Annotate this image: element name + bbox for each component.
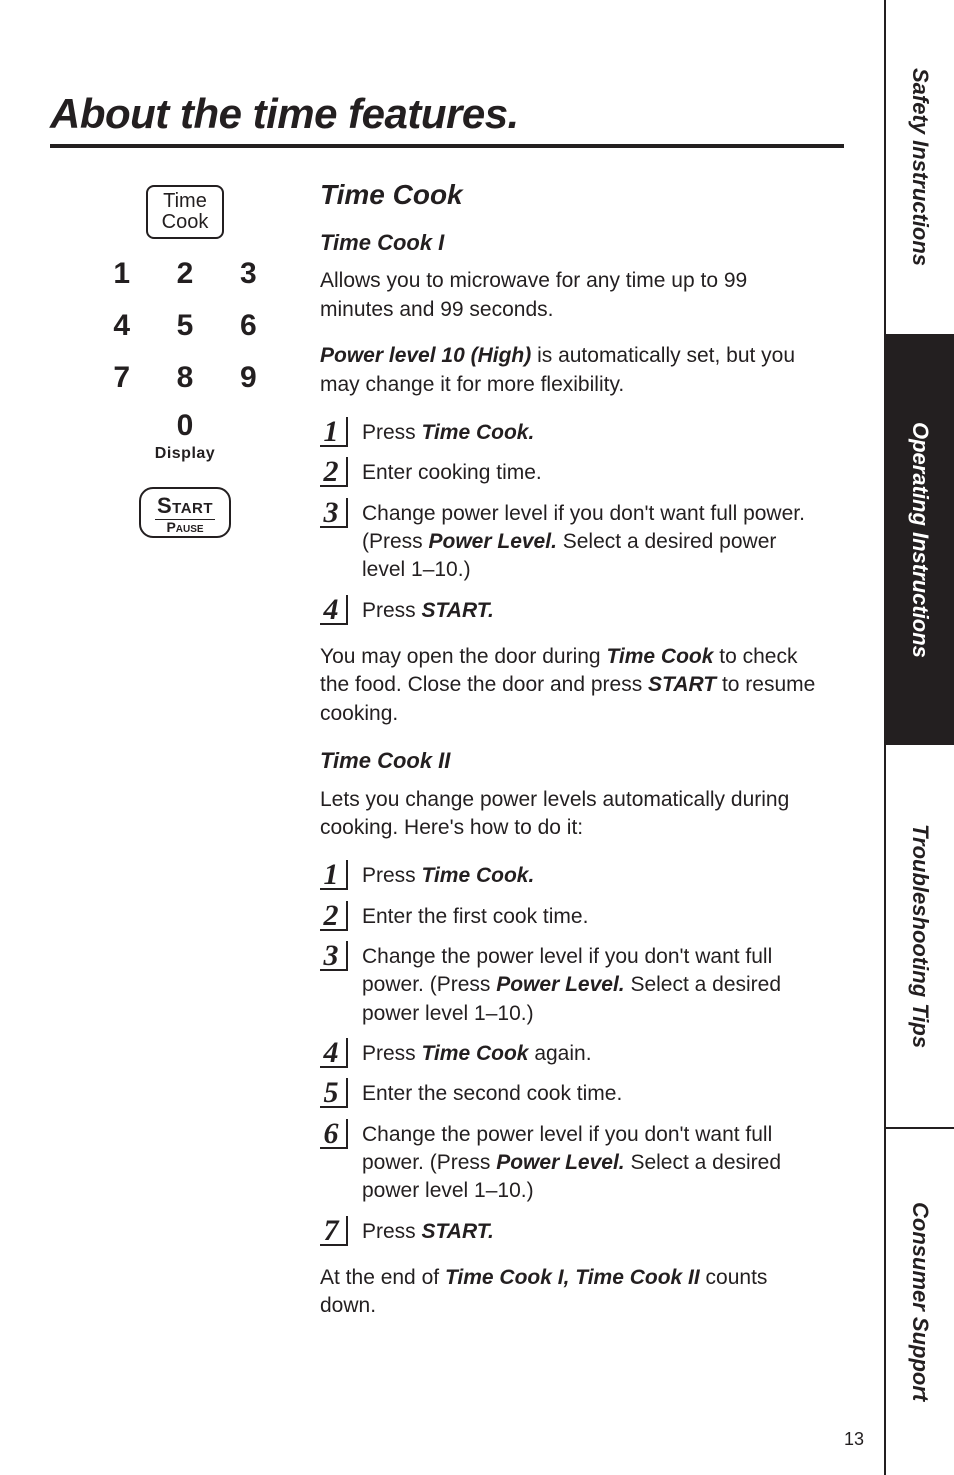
step-text: Enter the second cook time.: [362, 1078, 824, 1108]
b: START.: [422, 1220, 494, 1243]
tab-safety: Safety Instructions: [884, 0, 954, 336]
step-number: 6: [320, 1119, 348, 1149]
step-number: 7: [320, 1216, 348, 1246]
timecook-label-top: Time: [162, 191, 209, 212]
tc2-steps: 1 Press Time Cook. 2 Enter the first coo…: [320, 860, 824, 1246]
t: Press: [362, 421, 422, 444]
start-button-graphic: Start Pause: [139, 487, 231, 538]
b: START: [648, 673, 716, 696]
b: Time Cook: [422, 1042, 529, 1065]
t: again.: [528, 1042, 591, 1065]
b: Power Level.: [496, 973, 624, 996]
step-number: 4: [320, 1038, 348, 1068]
tc1-step-2: 2 Enter cooking time.: [320, 457, 824, 487]
t: Press: [362, 599, 422, 622]
key-2: 2: [168, 257, 201, 291]
step-number: 3: [320, 941, 348, 971]
keypad-illustration: Time Cook 1 2 3 4 5 6 7 8 9 0 Display St…: [105, 185, 265, 538]
t: Press: [362, 864, 422, 887]
key-3: 3: [232, 257, 265, 291]
side-tabs: Safety Instructions Operating Instructio…: [884, 0, 954, 1475]
main-content: Time Cook Time Cook I Allows you to micr…: [320, 176, 824, 1339]
pause-label: Pause: [155, 520, 215, 534]
b: Time Cook.: [422, 421, 535, 444]
step-text: Press START.: [362, 595, 824, 625]
step-number: 2: [320, 457, 348, 487]
b: START.: [422, 599, 494, 622]
step-text: Press Time Cook.: [362, 860, 824, 890]
tc2-step-7: 7 Press START.: [320, 1216, 824, 1246]
key-9: 9: [232, 361, 265, 395]
key-6: 6: [232, 309, 265, 343]
tc2-heading: Time Cook II: [320, 746, 824, 776]
page-title: About the time features.: [50, 90, 844, 142]
display-label: Display: [105, 445, 265, 463]
step-text: Enter the first cook time.: [362, 901, 824, 931]
key-4: 4: [105, 309, 138, 343]
step-text: Press Time Cook again.: [362, 1038, 824, 1068]
timecook-label-bot: Cook: [162, 212, 209, 233]
number-grid: 1 2 3 4 5 6 7 8 9: [105, 257, 265, 395]
step-text: Enter cooking time.: [362, 457, 824, 487]
step-number: 4: [320, 595, 348, 625]
page-number: 13: [844, 1429, 864, 1450]
t: At the end of: [320, 1266, 445, 1289]
step-text: Press Time Cook.: [362, 417, 824, 447]
t: Press: [362, 1220, 422, 1243]
tc1-step-1: 1 Press Time Cook.: [320, 417, 824, 447]
tc2-p1: Lets you change power levels automatical…: [320, 786, 824, 843]
tc1-p2-bold: Power level 10 (High): [320, 344, 531, 367]
t: You may open the door during: [320, 645, 606, 668]
tab-troubleshooting: Troubleshooting Tips: [884, 745, 954, 1129]
step-number: 1: [320, 860, 348, 890]
tc2-step-2: 2 Enter the first cook time.: [320, 901, 824, 931]
tc2-step-1: 1 Press Time Cook.: [320, 860, 824, 890]
tc2-step-5: 5 Enter the second cook time.: [320, 1078, 824, 1108]
tc2-step-6: 6 Change the power level if you don't wa…: [320, 1119, 824, 1206]
tc1-step-4: 4 Press START.: [320, 595, 824, 625]
step-number: 1: [320, 417, 348, 447]
key-1: 1: [105, 257, 138, 291]
title-rule: [50, 144, 844, 148]
tc1-step-3: 3 Change power level if you don't want f…: [320, 498, 824, 585]
tc1-steps: 1 Press Time Cook. 2 Enter cooking time.…: [320, 417, 824, 625]
b: Time Cook: [606, 645, 713, 668]
section-heading: Time Cook: [320, 176, 824, 214]
t: Press: [362, 1042, 422, 1065]
step-text: Change the power level if you don't want…: [362, 941, 824, 1028]
tab-consumer-support: Consumer Support: [884, 1129, 954, 1475]
step-number: 3: [320, 498, 348, 528]
tc1-p1: Allows you to microwave for any time up …: [320, 267, 824, 324]
start-label: Start: [155, 495, 215, 517]
tc2-step-3: 3 Change the power level if you don't wa…: [320, 941, 824, 1028]
step-text: Change the power level if you don't want…: [362, 1119, 824, 1206]
step-number: 5: [320, 1078, 348, 1108]
timecook-button-graphic: Time Cook: [146, 185, 225, 239]
key-5: 5: [168, 309, 201, 343]
tc2-step-4: 4 Press Time Cook again.: [320, 1038, 824, 1068]
key-7: 7: [105, 361, 138, 395]
b: Power Level.: [429, 530, 557, 553]
tc1-heading: Time Cook I: [320, 228, 824, 258]
title-area: About the time features.: [50, 90, 844, 148]
tab-operating: Operating Instructions: [884, 336, 954, 745]
key-8: 8: [168, 361, 201, 395]
b: Time Cook.: [422, 864, 535, 887]
step-text: Change power level if you don't want ful…: [362, 498, 824, 585]
step-text: Press START.: [362, 1216, 824, 1246]
key-0: 0: [105, 409, 265, 443]
tc1-p2: Power level 10 (High) is automatically s…: [320, 342, 824, 399]
b: Time Cook I, Time Cook II: [445, 1266, 700, 1289]
step-number: 2: [320, 901, 348, 931]
tc2-after: At the end of Time Cook I, Time Cook II …: [320, 1264, 824, 1321]
tc1-after: You may open the door during Time Cook t…: [320, 643, 824, 728]
b: Power Level.: [496, 1151, 624, 1174]
